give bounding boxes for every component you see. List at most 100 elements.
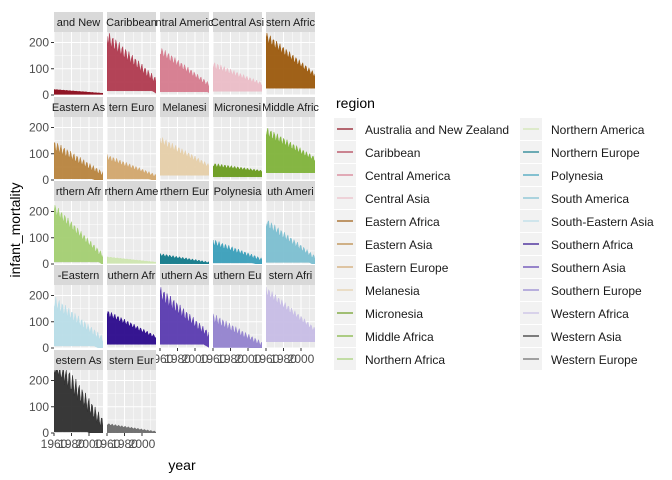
series-area	[107, 154, 156, 180]
series-area	[107, 423, 156, 433]
facet-strip	[107, 12, 156, 32]
facet-panel: Micronesi	[212, 97, 262, 181]
y-tick-label: 200	[29, 121, 49, 135]
facet-panel: rthern Ame	[105, 181, 158, 265]
series-marks	[107, 423, 156, 433]
legend-label: Northern America	[551, 123, 645, 137]
series-marks	[54, 296, 103, 348]
legend-item: Eastern Asia	[334, 233, 433, 255]
legend-label: Western Europe	[551, 353, 638, 367]
legend-label: Southern Africa	[551, 238, 633, 252]
legend-label: Melanesia	[365, 284, 420, 298]
facet-panel: and New 0 100 200	[29, 12, 103, 102]
x-tick-label: 1980	[270, 352, 297, 366]
y-tick-label: 100	[29, 231, 49, 245]
facet-panel: Middle Afric	[262, 97, 319, 181]
panel-background	[107, 370, 156, 433]
facet-strip	[107, 265, 156, 285]
facet-strip-label: estern As	[56, 355, 102, 367]
facet-strip	[160, 181, 209, 201]
panel-background	[160, 201, 209, 264]
legend-label: Eastern Europe	[365, 261, 449, 275]
y-tick-label: 100	[29, 400, 49, 414]
x-tick-label: 1960	[94, 437, 121, 451]
facet-strip	[160, 265, 209, 285]
facet-strip	[107, 181, 156, 201]
facet-panel: Central Asi	[211, 12, 264, 96]
x-tick-label: 1980	[217, 352, 244, 366]
legend-item: Caribbean	[334, 141, 420, 163]
x-axis-title: year	[168, 457, 196, 473]
series-area	[213, 239, 262, 264]
facet-strip	[266, 97, 315, 117]
facet-panel: rthern Eur	[159, 181, 209, 265]
series-marks	[213, 239, 262, 264]
legend-item: Northern America	[520, 118, 645, 140]
legend-item: Southern Europe	[520, 279, 642, 301]
series-marks	[266, 32, 315, 89]
series-area	[54, 89, 103, 95]
legend-item: Polynesia	[520, 164, 603, 186]
facet-panel: rthern Afr 0 100 200	[29, 181, 103, 271]
facet-strip-label: uthern Eu	[214, 270, 262, 282]
legend-label: Polynesia	[551, 169, 603, 183]
legend-item: South-Eastern Asia	[520, 210, 654, 232]
series-marks	[213, 163, 262, 178]
series-marks	[213, 61, 262, 92]
legend-label: Middle Africa	[365, 330, 434, 344]
facet-strip-label: -Eastern	[58, 270, 100, 282]
series-area	[160, 252, 209, 264]
x-tick-label: 1980	[58, 437, 85, 451]
panel-background	[107, 201, 156, 264]
facet-strip	[266, 12, 315, 32]
series-area	[107, 310, 156, 345]
series-marks	[266, 220, 315, 264]
series-area	[266, 286, 315, 342]
facet-strip-label: Melanesi	[162, 102, 206, 114]
legend-label: Western Africa	[551, 307, 629, 321]
y-tick-label: 200	[29, 289, 49, 303]
legend-item: Western Asia	[520, 325, 622, 347]
facet-strip	[107, 350, 156, 370]
x-tick-label: 2000	[76, 437, 103, 451]
series-area	[54, 142, 103, 180]
legend-label: Micronesia	[365, 307, 423, 321]
facet-strip-label: stern Afric	[266, 17, 315, 29]
series-marks	[54, 205, 103, 264]
y-tick-label: 0	[42, 257, 49, 271]
facet-strip	[213, 97, 262, 117]
legend-item: South America	[520, 187, 629, 209]
legend-item: Central Asia	[334, 187, 430, 209]
facet-strip-label: stern Eur	[109, 355, 154, 367]
legend-item: Northern Europe	[520, 141, 640, 163]
y-tick-label: 200	[29, 205, 49, 219]
facet-panel: uthern Afr	[106, 265, 156, 349]
y-tick-label: 0	[42, 426, 49, 440]
facet-strip-label: Caribbean	[106, 17, 157, 29]
facet-strip-label: and New	[57, 17, 100, 29]
facet-strip	[213, 181, 262, 201]
series-area	[54, 370, 103, 433]
legend-label: Australia and New Zealand	[365, 123, 509, 137]
legend-label: Central Asia	[365, 192, 430, 206]
series-marks	[160, 137, 209, 176]
facet-strip-label: Polynesia	[214, 186, 263, 198]
facet-strip	[54, 12, 103, 32]
facet-strip	[54, 265, 103, 285]
facet-panel: tern Euro	[106, 97, 156, 181]
facet-strip-label: rthern Afr	[56, 186, 102, 198]
legend-label: Northern Europe	[551, 146, 640, 160]
series-marks	[266, 286, 315, 342]
legend-item: Southern Asia	[520, 256, 626, 278]
legend-item: Eastern Europe	[334, 256, 449, 278]
y-tick-label: 200	[29, 36, 49, 50]
y-tick-label: 100	[29, 147, 49, 161]
legend-item: Middle Africa	[334, 325, 434, 347]
facet-strip	[160, 12, 209, 32]
x-tick-label: 1960	[253, 352, 280, 366]
legend-label: Eastern Asia	[365, 238, 433, 252]
series-marks	[54, 370, 103, 433]
